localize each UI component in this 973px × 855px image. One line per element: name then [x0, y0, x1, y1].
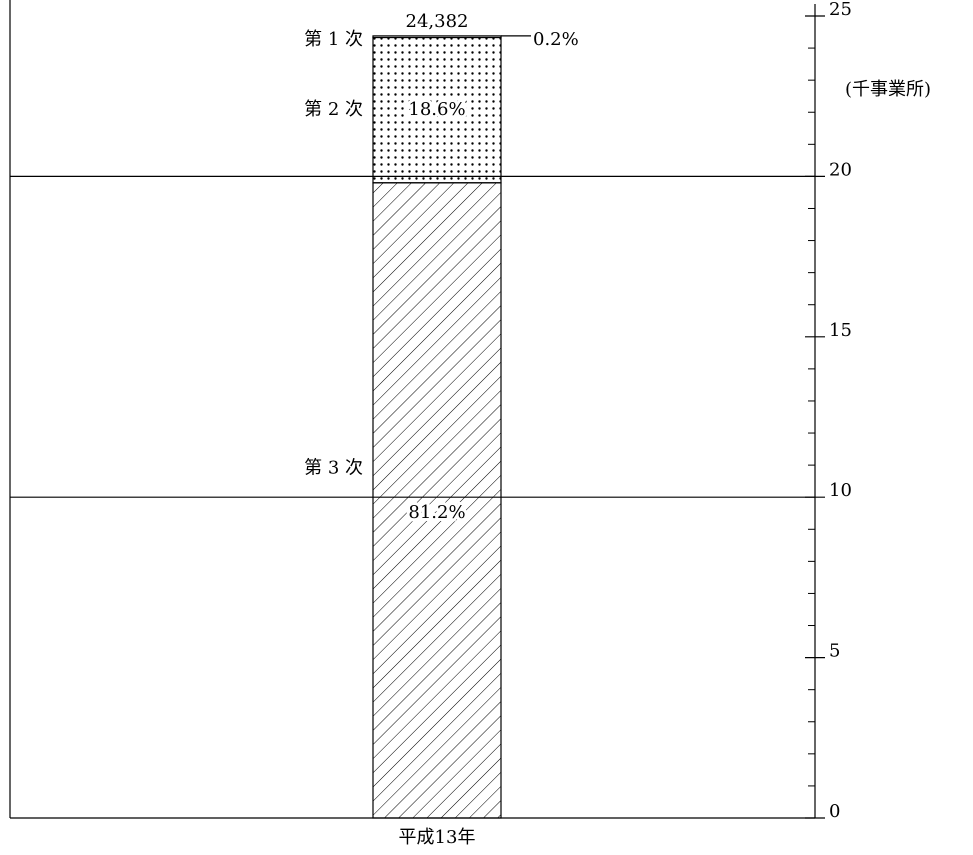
x-tick-label: 平成13年 — [399, 827, 476, 848]
y-tick-label: 20 — [829, 159, 852, 180]
y-tick-label: 25 — [829, 0, 852, 20]
bar-segment — [372, 35, 502, 39]
y-tick-label: 5 — [829, 641, 840, 662]
share-label: 0.2% — [533, 29, 579, 50]
y-tick-label: 15 — [829, 320, 852, 341]
series-label: 第 3 次 — [304, 457, 363, 478]
series-label: 第 2 次 — [304, 99, 363, 120]
total-label: 24,382 — [406, 11, 469, 32]
y-tick-label: 10 — [829, 480, 852, 501]
bar-segment — [372, 182, 502, 819]
bar-segment — [372, 36, 502, 184]
share-label: 81.2% — [408, 502, 465, 523]
y-unit-label: (千事業所) — [845, 79, 931, 100]
series-label: 第 1 次 — [304, 29, 363, 50]
y-tick-label: 0 — [829, 801, 840, 822]
share-label: 18.6% — [408, 99, 465, 120]
